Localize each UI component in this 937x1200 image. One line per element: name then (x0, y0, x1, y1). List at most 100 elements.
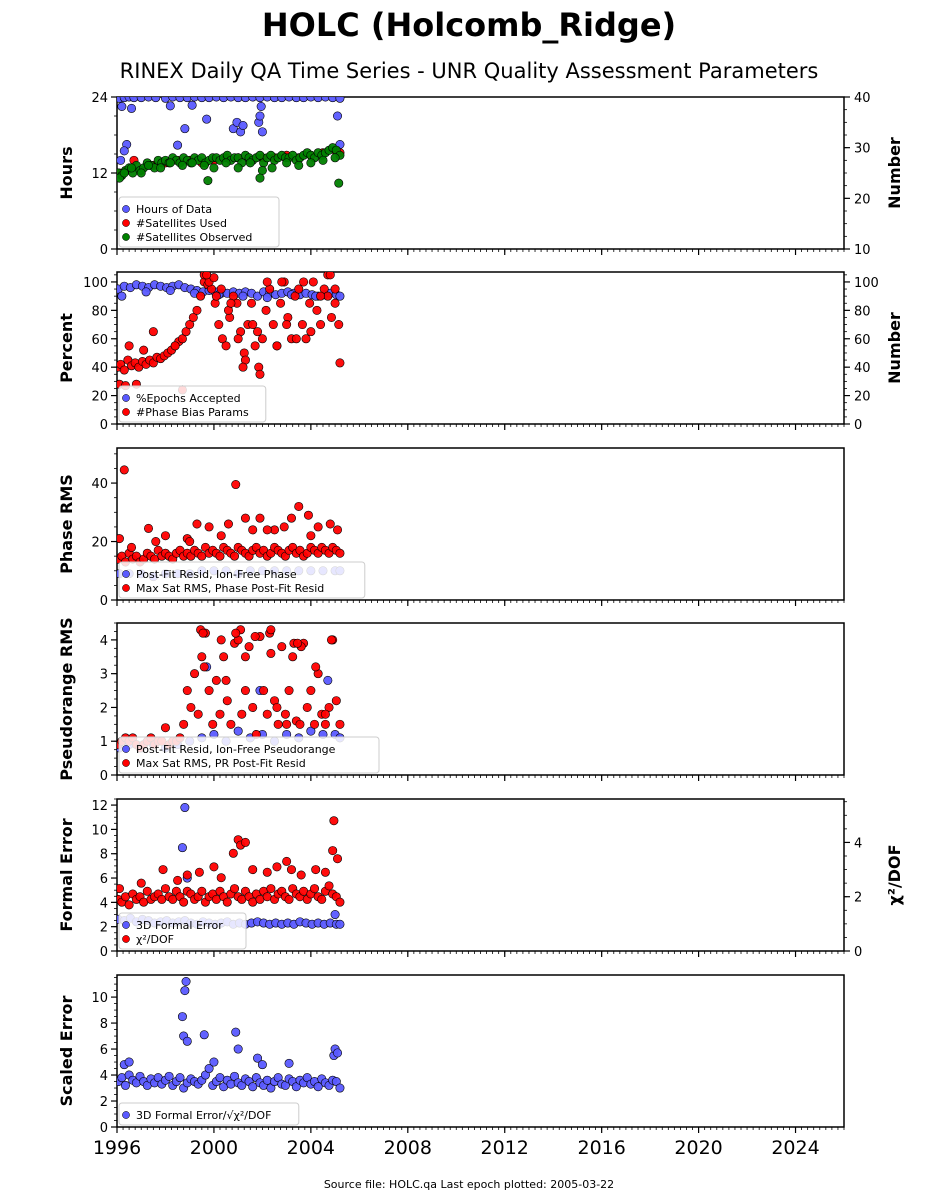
data-point (306, 686, 316, 696)
data-point (240, 652, 250, 662)
legend-label: χ²/DOF (136, 933, 174, 946)
legend: 3D Formal Error/√χ²/DOF (118, 1102, 300, 1126)
data-point (119, 465, 129, 475)
y-tick-label: 10 (91, 823, 108, 838)
data-layer (117, 272, 345, 395)
data-point (318, 155, 328, 165)
data-point (272, 341, 282, 351)
data-point (316, 291, 326, 301)
data-point (276, 298, 286, 308)
data-point (245, 158, 255, 168)
data-point (313, 522, 323, 532)
data-point (282, 320, 292, 330)
data-point (259, 686, 269, 696)
data-point (165, 101, 175, 111)
data-point (250, 341, 260, 351)
data-point (117, 291, 127, 301)
data-point (151, 97, 161, 103)
data-point (248, 865, 258, 875)
data-point (333, 525, 343, 535)
data-point (266, 648, 276, 658)
data-layer (117, 976, 345, 1093)
data-point (280, 709, 290, 719)
y-axis-label: Scaled Error (57, 996, 76, 1107)
legend: Post-Fit Resid, Ion-Free PseudorangeMax … (118, 736, 380, 774)
data-point (253, 291, 263, 301)
data-point (335, 1083, 345, 1093)
data-point (256, 102, 266, 112)
data-point (310, 884, 320, 894)
data-point (248, 702, 258, 712)
y2-tick-label: 4 (854, 836, 862, 851)
data-point (267, 163, 277, 173)
panel-2: 0 20 40 60 80 100 Percent 0 20 40 60 80 100 Number %Ep… (57, 271, 904, 433)
data-point (317, 894, 327, 904)
y-tick-label: 12 (91, 167, 108, 182)
data-point (238, 121, 248, 131)
data-point (325, 519, 335, 529)
y2-tick-label: 40 (854, 91, 871, 106)
data-point (226, 719, 236, 729)
data-point (181, 327, 191, 337)
y-axis-label: Hours (57, 146, 76, 199)
y-tick-label: 2 (100, 921, 108, 936)
data-point (284, 894, 294, 904)
data-point (222, 696, 232, 706)
data-point (257, 1060, 267, 1070)
data-point (119, 365, 129, 375)
data-point (158, 865, 168, 875)
data-point (233, 163, 243, 173)
data-point (222, 897, 232, 907)
data-point (182, 1036, 192, 1046)
data-point (180, 986, 190, 996)
y2-tick-label: 40 (854, 361, 871, 376)
data-point (187, 100, 197, 110)
y2-axis-label: Number (885, 312, 904, 384)
data-point (240, 837, 250, 847)
data-point (253, 327, 263, 337)
data-point (127, 103, 137, 113)
panel-6: 1996 2000 2004 2008 2012 2016 2020 2024 0 2 4 6 8 10 S… (57, 974, 845, 1159)
data-point (262, 867, 272, 877)
data-point (124, 1057, 134, 1067)
data-point (216, 635, 226, 645)
data-point (326, 312, 336, 322)
x-tick-label: 2024 (771, 1137, 819, 1159)
data-point (117, 534, 124, 544)
data-point (179, 897, 189, 907)
y-tick-label: 0 (100, 769, 108, 784)
data-point (119, 168, 129, 178)
data-point (188, 312, 198, 322)
legend-marker (122, 394, 130, 402)
data-point (316, 320, 326, 330)
data-point (333, 111, 343, 121)
data-point (333, 1048, 343, 1058)
y-tick-label: 100 (83, 276, 108, 291)
data-point (209, 862, 219, 872)
data-point (305, 298, 315, 308)
data-point (240, 513, 250, 523)
data-point (211, 291, 221, 301)
data-point (119, 146, 129, 156)
data-point (151, 537, 161, 547)
data-point (262, 293, 272, 303)
data-point (302, 702, 312, 712)
data-point (255, 111, 265, 121)
data-point (228, 848, 238, 858)
data-point (284, 686, 294, 696)
data-point (335, 358, 345, 368)
legend-box (118, 561, 366, 599)
data-point (170, 341, 180, 351)
data-point (335, 919, 345, 929)
legend-marker (122, 584, 130, 592)
data-point (117, 884, 124, 894)
data-point (204, 522, 214, 532)
y2-tick-label: 80 (854, 304, 871, 319)
data-point (282, 856, 292, 866)
data-point (117, 155, 126, 165)
data-point (272, 702, 282, 712)
y2-tick-label: 10 (854, 243, 871, 258)
